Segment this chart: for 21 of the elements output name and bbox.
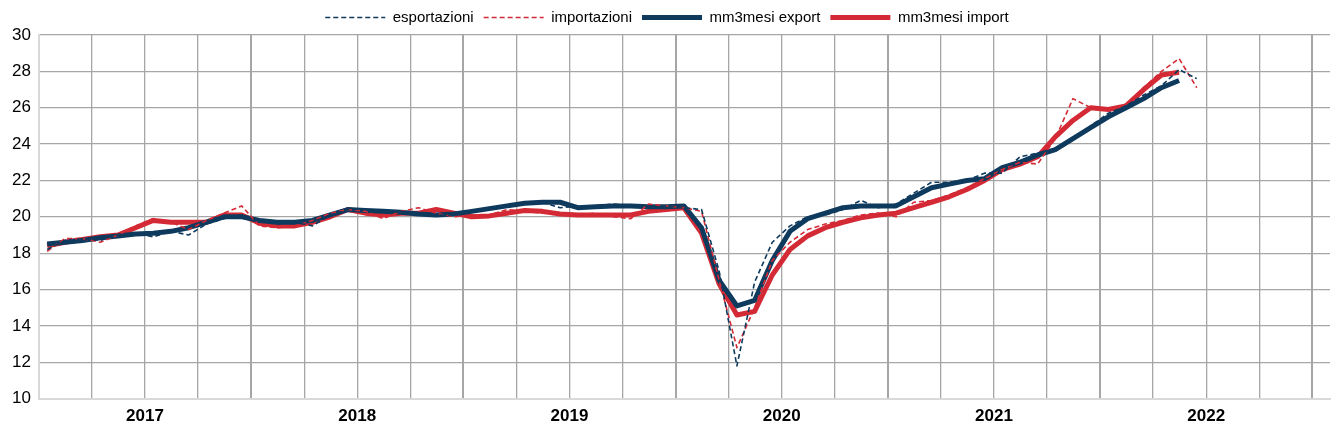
y-tick-label: 14 xyxy=(11,315,31,335)
y-tick-label: 20 xyxy=(11,206,31,226)
legend-label: esportazioni xyxy=(392,7,474,25)
y-tick-label: 24 xyxy=(11,133,31,153)
x-tick-label: 2019 xyxy=(550,406,589,426)
y-tick-label: 12 xyxy=(11,351,31,371)
legend-label: importazioni xyxy=(551,7,633,25)
legend-label: mm3mesi export xyxy=(709,7,822,25)
y-tick-label: 26 xyxy=(11,97,31,117)
y-tick-label: 22 xyxy=(11,170,31,190)
y-tick-label: 10 xyxy=(11,388,31,408)
y-tick-label: 18 xyxy=(11,242,31,262)
y-tick-label: 30 xyxy=(11,24,31,44)
x-tick-label: 2018 xyxy=(338,406,377,426)
x-tick-label: 2020 xyxy=(762,406,801,426)
y-tick-label: 28 xyxy=(11,61,31,81)
legend-label: mm3mesi import xyxy=(897,7,1010,25)
y-tick-label: 16 xyxy=(11,279,31,299)
x-tick-label: 2022 xyxy=(1187,406,1226,426)
x-tick-label: 2021 xyxy=(975,406,1013,426)
x-tick-label: 2017 xyxy=(126,406,164,426)
